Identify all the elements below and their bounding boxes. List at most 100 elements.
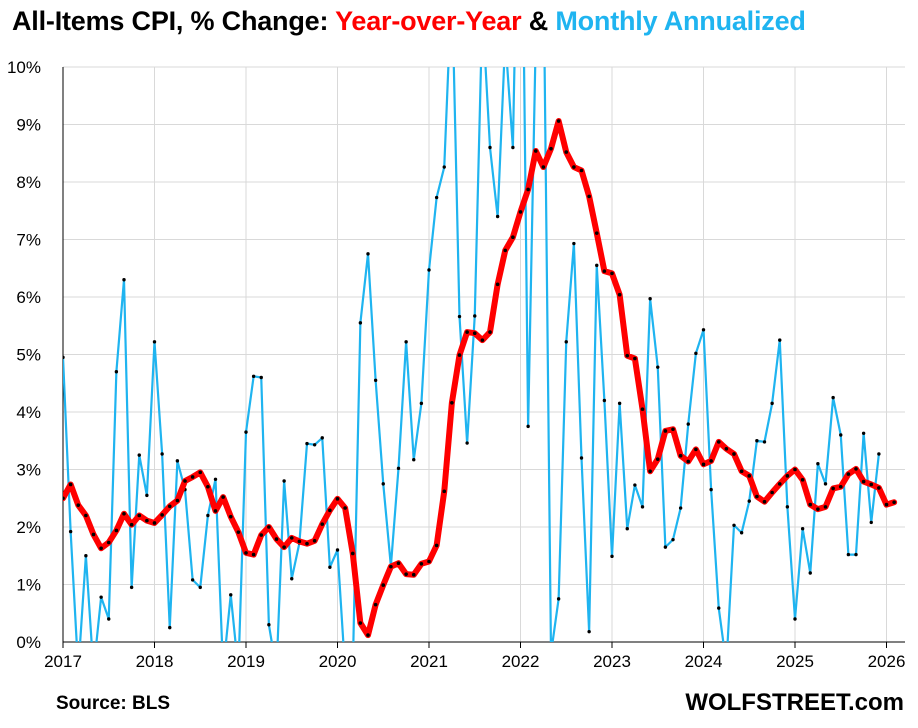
yoy-point <box>747 474 752 478</box>
yoy-point <box>724 447 729 451</box>
yoy-point <box>63 496 65 501</box>
monthly-point <box>602 398 607 403</box>
series-year-over-year <box>63 118 898 639</box>
yoy-point <box>640 407 645 411</box>
monthly-point <box>481 8 484 11</box>
monthly-point <box>259 375 263 380</box>
yoy-point <box>366 633 370 637</box>
yoy-point <box>846 472 851 476</box>
monthly-point <box>107 617 111 621</box>
title-separator: & <box>521 6 556 36</box>
yoy-point <box>701 462 706 467</box>
monthly-point <box>617 401 622 406</box>
yoy-point <box>854 467 858 471</box>
chart-title: All-Items CPI, % Change: Year-over-Year … <box>12 6 806 37</box>
yoy-point <box>709 459 713 463</box>
monthly-point <box>495 214 500 219</box>
monthly-point <box>648 297 652 301</box>
x-tick-label: 2017 <box>44 652 82 671</box>
monthly-point <box>800 527 805 531</box>
yoy-point <box>648 469 652 474</box>
yoy-point <box>739 469 744 474</box>
yoy-point <box>503 248 508 253</box>
yoy-point <box>389 564 393 569</box>
monthly-point <box>770 401 774 406</box>
yoy-point <box>472 331 477 336</box>
monthly-point <box>534 37 537 40</box>
monthly-point <box>694 351 698 356</box>
yoy-point <box>808 502 813 507</box>
monthly-point <box>701 328 706 332</box>
monthly-point <box>275 669 278 672</box>
y-tick-label: 9% <box>16 116 41 135</box>
monthly-point <box>434 195 439 200</box>
yoy-point <box>244 551 248 555</box>
brand-label: WOLFSTREET.com <box>685 689 904 716</box>
yoy-line <box>63 118 898 639</box>
yoy-point <box>655 457 660 461</box>
yoy-point <box>137 513 142 518</box>
monthly-point <box>556 597 561 601</box>
monthly-point <box>823 482 828 486</box>
yoy-point <box>343 506 347 510</box>
yoy-point <box>686 459 691 464</box>
yoy-point <box>274 537 279 541</box>
monthly-point <box>366 252 370 256</box>
yoy-point <box>526 187 530 192</box>
monthly-point <box>122 278 126 282</box>
yoy-point <box>450 401 454 405</box>
yoy-point <box>816 507 820 511</box>
yoy-point <box>869 482 874 487</box>
yoy-point <box>373 602 378 607</box>
yoy-point <box>633 356 637 361</box>
yoy-point <box>350 551 355 556</box>
monthly-point <box>739 531 744 535</box>
yoy-point <box>427 559 431 564</box>
yoy-point <box>267 525 271 529</box>
yoy-point <box>404 572 408 576</box>
monthly-point <box>251 374 256 379</box>
monthly-point <box>267 623 271 627</box>
yoy-point <box>831 486 835 491</box>
monthly-point <box>869 520 873 525</box>
monthly-point <box>663 545 668 549</box>
yoy-point <box>328 508 332 513</box>
yoy-point <box>91 532 96 537</box>
yoy-point <box>282 545 286 549</box>
yoy-point <box>289 536 294 540</box>
yoy-point <box>762 499 767 504</box>
monthly-point <box>717 606 721 610</box>
monthly-point <box>778 338 782 342</box>
monthly-point <box>793 617 797 621</box>
monthly-point <box>129 585 134 590</box>
monthly-point <box>221 669 224 672</box>
yoy-point <box>167 504 172 509</box>
yoy-point <box>511 235 515 239</box>
monthly-point <box>84 554 88 558</box>
monthly-point <box>114 370 119 374</box>
x-tick-label: 2020 <box>319 652 357 671</box>
yoy-point <box>129 522 134 527</box>
monthly-point <box>678 506 683 510</box>
yoy-point <box>84 513 88 518</box>
monthly-point <box>846 552 851 557</box>
yoy-point <box>572 165 576 169</box>
monthly-point <box>198 585 202 590</box>
x-tick-label: 2024 <box>685 652 723 671</box>
monthly-point <box>427 268 431 272</box>
x-tick-label: 2018 <box>136 652 174 671</box>
y-tick-label: 7% <box>16 231 41 250</box>
monthly-point <box>290 577 294 581</box>
monthly-point <box>473 314 477 318</box>
monthly-point <box>625 527 629 531</box>
y-tick-label: 3% <box>16 461 41 480</box>
yoy-point <box>114 528 119 533</box>
y-tick-label: 4% <box>16 403 41 422</box>
yoy-point <box>495 282 500 287</box>
x-tick-label: 2019 <box>227 652 265 671</box>
monthly-point <box>610 554 614 559</box>
yoy-point <box>381 583 386 587</box>
yoy-point <box>793 467 797 472</box>
monthly-point <box>785 505 790 509</box>
